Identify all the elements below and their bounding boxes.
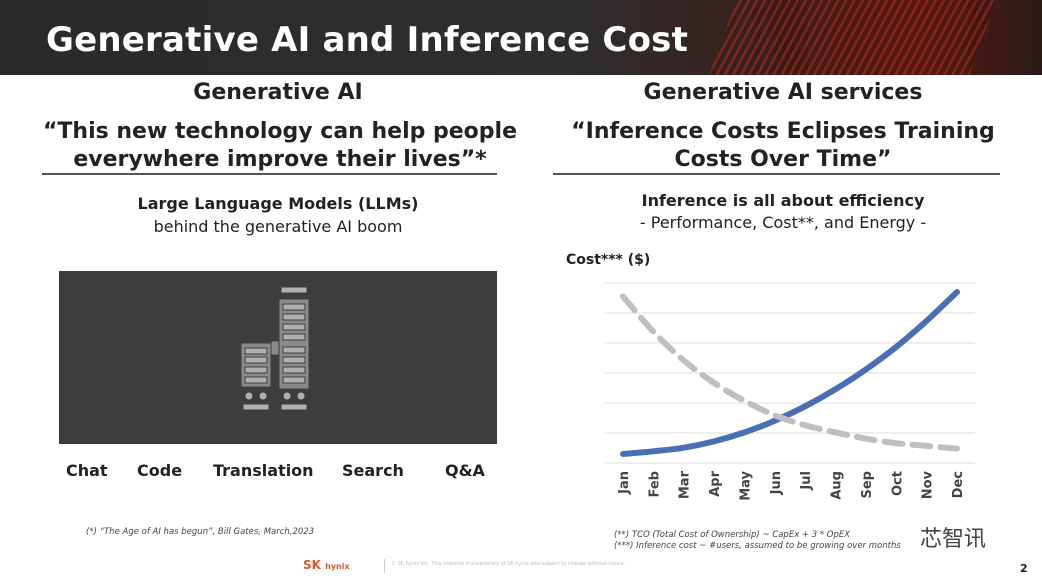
legal-text: © SK hynix Inc. This material is proprie… bbox=[391, 561, 626, 567]
x-tick-label: Apr bbox=[708, 470, 723, 496]
x-tick-label: Aug bbox=[830, 471, 845, 500]
llm-subtext: behind the generative AI boom bbox=[153, 217, 403, 236]
transformer-icon bbox=[240, 286, 310, 411]
x-tick-label: Oct bbox=[890, 471, 905, 496]
left-quote-line2: everywhere improve their lives”* bbox=[73, 147, 487, 172]
x-tick-label: May bbox=[738, 470, 753, 500]
llm-diagram-panel bbox=[59, 271, 497, 444]
x-tick-label: Jan bbox=[617, 471, 632, 495]
app-code: Code bbox=[137, 461, 183, 480]
title-banner: Generative AI and Inference Cost bbox=[0, 0, 1042, 75]
footer-divider bbox=[384, 559, 385, 573]
right-quote: “Inference Costs Eclipses Training Costs… bbox=[553, 118, 1013, 174]
sk-hynix-logo: SK hynix bbox=[303, 558, 350, 572]
right-quote-line2: Costs Over Time” bbox=[674, 147, 892, 172]
slide-title: Generative AI and Inference Cost bbox=[46, 20, 689, 60]
efficiency-subtext: - Performance, Cost**, and Energy - bbox=[639, 213, 927, 232]
x-tick-label: Sep bbox=[860, 471, 875, 499]
left-divider bbox=[42, 173, 497, 175]
logo-sub: hynix bbox=[325, 562, 350, 571]
banner-decoration bbox=[696, 0, 1008, 75]
app-search: Search bbox=[342, 461, 404, 480]
chart-x-ticks: Jan Feb Mar Apr May Jun Jul Aug Sep Oct Nov Dec bbox=[617, 470, 966, 500]
watermark: 芯智讯 bbox=[920, 527, 987, 552]
chart-series bbox=[620, 289, 960, 457]
x-tick-label: Jun bbox=[769, 471, 784, 495]
right-footnote-1: (**) TCO (Total Cost of Ownership) ~ Cap… bbox=[614, 530, 851, 540]
app-qa: Q&A bbox=[445, 461, 485, 480]
series-line-increasing bbox=[620, 289, 960, 457]
cost-chart: Jan Feb Mar Apr May Jun Jul Aug Sep Oct Nov Dec Cos… bbox=[566, 252, 975, 501]
x-tick-label: Jul bbox=[799, 471, 814, 491]
page-number: 2 bbox=[1020, 562, 1028, 575]
left-heading: Generative AI bbox=[193, 80, 363, 105]
chart-grid bbox=[605, 282, 975, 464]
llm-heading: Large Language Models (LLMs) bbox=[137, 194, 419, 213]
right-heading: Generative AI services bbox=[643, 80, 923, 105]
x-tick-label: Feb bbox=[647, 471, 662, 497]
chart-y-label: Cost*** ($) bbox=[566, 252, 650, 268]
x-tick-label: Dec bbox=[951, 471, 966, 498]
left-footnote: (*) “The Age of AI has begun”, Bill Gate… bbox=[86, 527, 315, 537]
app-translation: Translation bbox=[213, 461, 314, 480]
right-quote-line1: “Inference Costs Eclipses Training bbox=[571, 119, 995, 144]
efficiency-heading: Inference is all about efficiency bbox=[641, 191, 925, 210]
x-tick-label: Mar bbox=[678, 470, 693, 499]
right-divider bbox=[553, 173, 1000, 175]
right-footnote-2: (***) Inference cost ~ #users, assumed t… bbox=[614, 541, 901, 551]
series-line-decreasing bbox=[620, 293, 960, 452]
left-quote: “This new technology can help people eve… bbox=[30, 118, 530, 174]
app-chat: Chat bbox=[66, 461, 108, 480]
left-quote-line1: “This new technology can help people bbox=[42, 119, 518, 144]
x-tick-label: Nov bbox=[921, 470, 936, 499]
logo-main: SK bbox=[303, 558, 321, 572]
